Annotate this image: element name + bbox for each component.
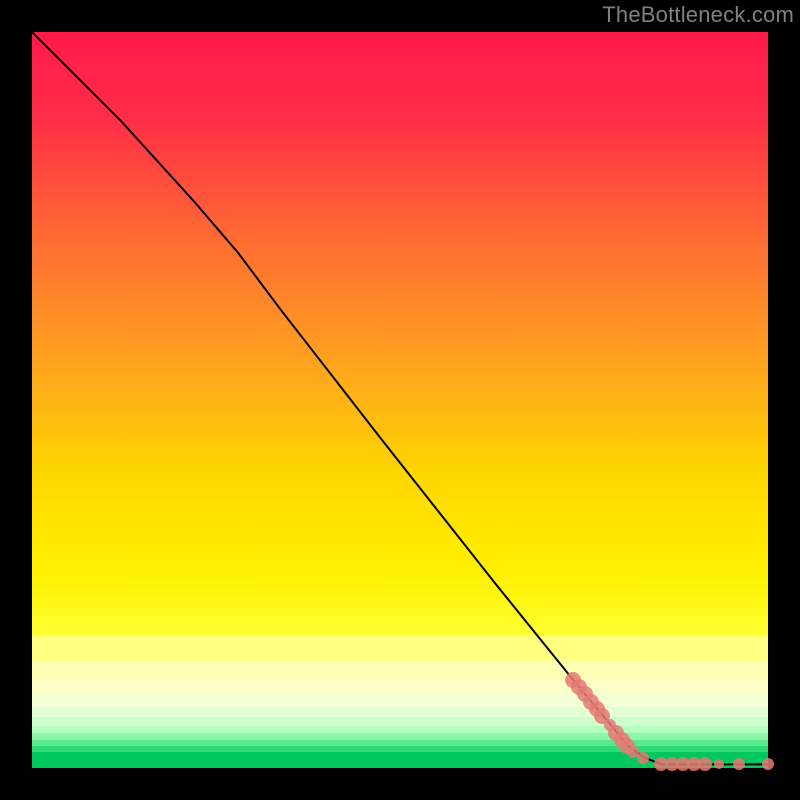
gradient-band [32,717,768,726]
gradient-band [32,726,768,733]
gradient-band [32,707,768,717]
watermark-text: TheBottleneck.com [602,2,794,28]
gradient-band [32,694,768,707]
gradient-band [32,733,768,740]
gradient-band [32,636,768,662]
chart-frame: TheBottleneck.com [0,0,800,800]
gradient-band [32,752,768,768]
plot-area [32,32,768,768]
gradient-band [32,661,768,679]
gradient-band [32,680,768,695]
